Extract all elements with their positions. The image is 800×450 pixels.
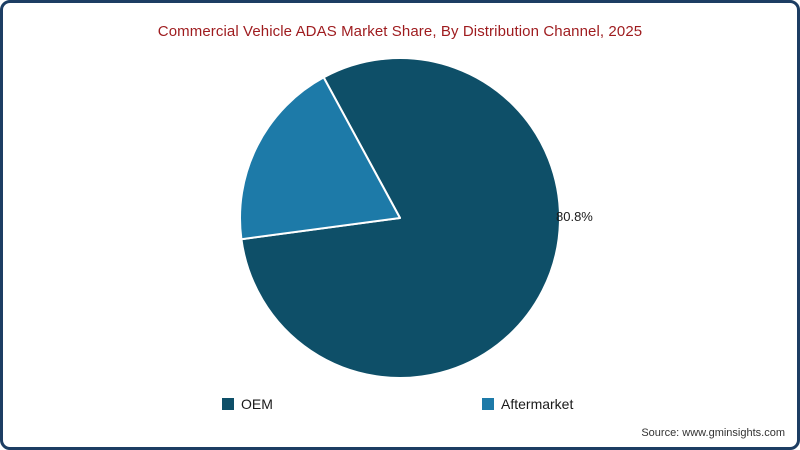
- legend: OEM Aftermarket: [3, 396, 797, 416]
- legend-item-aftermarket: Aftermarket: [482, 396, 573, 412]
- legend-label-aftermarket: Aftermarket: [501, 396, 574, 412]
- pie-chart: [238, 57, 561, 379]
- source-credit: Source: www.gminsights.com: [641, 427, 785, 439]
- legend-swatch-aftermarket-icon: [482, 398, 494, 410]
- chart-title: Commercial Vehicle ADAS Market Share, By…: [157, 23, 643, 40]
- pie-slice-aftermarket: [238, 76, 401, 241]
- legend-swatch-oem-icon: [222, 398, 234, 410]
- data-label-oem: 80.8%: [556, 209, 593, 224]
- legend-item-oem: OEM: [222, 396, 273, 412]
- legend-label-oem: OEM: [241, 396, 273, 412]
